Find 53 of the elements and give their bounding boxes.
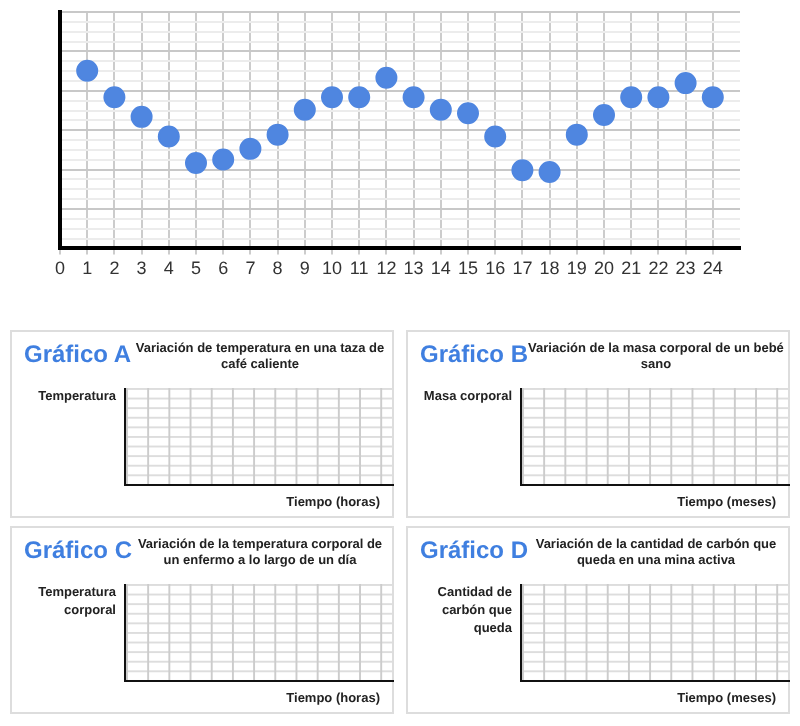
x-tick-label: 2 xyxy=(109,258,120,279)
x-tick-label: 8 xyxy=(272,258,283,279)
point xyxy=(593,104,615,127)
text: Gráfico D xyxy=(420,536,529,564)
point xyxy=(647,86,670,109)
x-tick-label: 23 xyxy=(675,258,696,279)
x-tick-label: 9 xyxy=(299,258,310,279)
x-tick-label: 20 xyxy=(593,258,615,279)
x-tick-label: 5 xyxy=(190,258,202,279)
point xyxy=(321,86,343,109)
x-tick-label: 7 xyxy=(245,258,256,279)
point xyxy=(429,98,452,121)
x-tick-label: 12 xyxy=(376,258,397,279)
point xyxy=(457,102,479,125)
point xyxy=(701,86,724,109)
x-tick-label: 21 xyxy=(621,258,642,279)
text: Gráfico C xyxy=(24,536,133,564)
point xyxy=(130,105,153,128)
point xyxy=(293,98,316,121)
point xyxy=(103,86,126,109)
x-tick-label: 14 xyxy=(430,258,451,279)
x-tick-label: 16 xyxy=(485,258,506,279)
point xyxy=(348,86,371,109)
point xyxy=(157,125,180,148)
point xyxy=(674,72,697,95)
x-tick-label: 11 xyxy=(349,258,369,279)
point xyxy=(620,86,643,109)
point xyxy=(402,86,425,109)
x-tick-label: 15 xyxy=(457,258,479,279)
x-tick-label: 4 xyxy=(163,258,174,279)
point xyxy=(375,66,398,89)
x-tick-label: 17 xyxy=(512,258,533,279)
point xyxy=(484,125,507,148)
point xyxy=(239,137,262,160)
x-tick-label: 1 xyxy=(82,258,93,279)
x-tick-label: 10 xyxy=(321,258,343,279)
point xyxy=(538,160,561,183)
text: Gráfico A xyxy=(24,340,132,368)
x-tick-label: 22 xyxy=(648,258,669,279)
point xyxy=(185,152,207,175)
point xyxy=(266,123,289,146)
x-tick-label: 18 xyxy=(539,258,560,279)
x-tick-label: 0 xyxy=(54,258,66,279)
x-tick-label: 3 xyxy=(136,258,147,279)
point xyxy=(76,59,99,82)
point xyxy=(565,123,588,146)
x-tick-label: 13 xyxy=(403,258,424,279)
point xyxy=(212,148,235,171)
x-tick-label: 6 xyxy=(218,258,229,279)
x-tick-label: 19 xyxy=(566,258,587,279)
point xyxy=(511,159,534,182)
text: Gráfico B xyxy=(420,340,529,368)
x-tick-label: 24 xyxy=(702,258,723,279)
